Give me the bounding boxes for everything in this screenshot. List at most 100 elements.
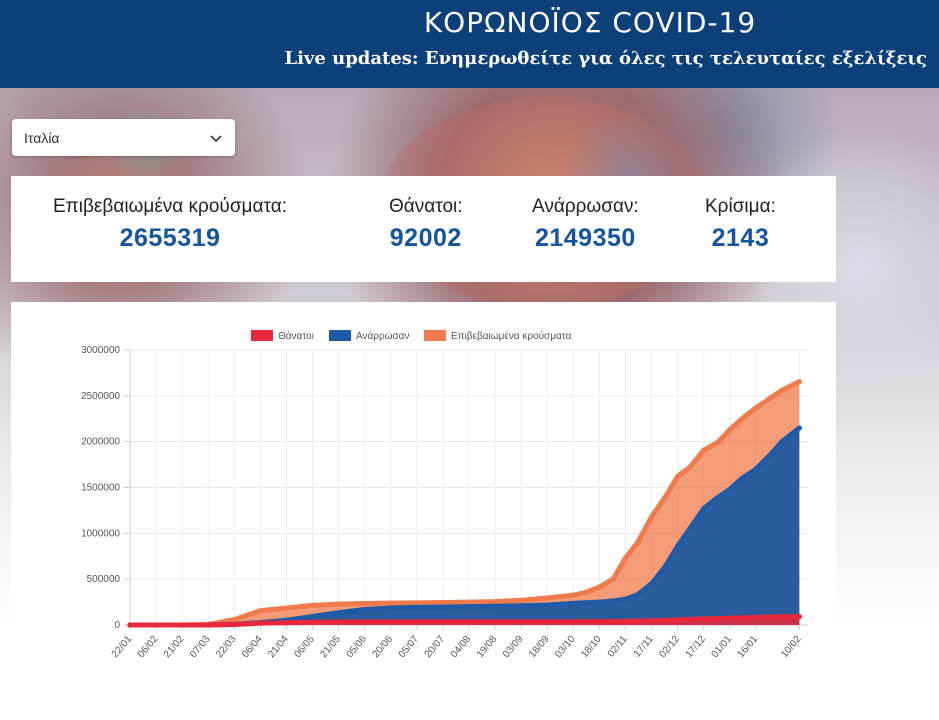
deaths-point: [796, 613, 802, 620]
stat-confirmed: Επιβεβαιωμένα κρούσματα: 2655319: [53, 196, 287, 253]
chart-card: 3000000 2500000 2000000 1500000 1000000 50000…: [11, 302, 836, 720]
recovered-point: [610, 598, 616, 604]
page-title: ΚΟΡΩΝΟΪΟΣ COVID-19: [423, 6, 757, 39]
confirmed-point: [779, 387, 785, 393]
x-tick-label: 19/08: [475, 634, 500, 661]
x-tick-label: 20/07: [423, 634, 448, 661]
x-tick-label: 06/05: [292, 634, 317, 661]
confirmed-point: [753, 405, 759, 411]
x-tick-label: 02/12: [657, 634, 682, 661]
deaths-point: [570, 619, 576, 625]
x-tick-label: 05/07: [397, 634, 422, 661]
chevron-down-icon: [210, 134, 222, 142]
confirmed-point: [687, 464, 693, 470]
x-tick-label: 18/09: [527, 634, 552, 661]
confirmed-point: [518, 597, 524, 603]
deaths-point: [635, 618, 641, 624]
recovered-point: [309, 613, 316, 620]
x-tick-label: 21/05: [318, 634, 343, 661]
deaths-point: [779, 614, 785, 620]
x-tick-label: 06/04: [240, 634, 265, 661]
x-tick-label: 17/12: [683, 634, 708, 661]
x-tick-label: 21/04: [266, 634, 291, 661]
x-tick-label: 22/01: [110, 634, 135, 661]
recovered-point: [362, 606, 368, 613]
x-tick-label: 17/11: [632, 634, 656, 660]
x-tick-label: 22/03: [214, 634, 239, 661]
confirmed-point: [309, 602, 316, 608]
x-tick-label: 04/08: [449, 634, 474, 661]
deaths-point: [582, 619, 589, 625]
confirmed-point: [257, 608, 263, 614]
recovered-point: [544, 602, 550, 608]
recovered-point: [388, 605, 394, 611]
deaths-point: [648, 618, 655, 624]
x-tick-label: 03/10: [553, 634, 578, 661]
deaths-point: [610, 618, 616, 625]
stat-critical-value: 2143: [711, 224, 770, 252]
deaths-point: [492, 619, 498, 625]
confirmed-area: [130, 381, 800, 625]
recovered-point: [466, 604, 472, 610]
confirmed-point: [739, 416, 745, 422]
legend-swatch-confirmed: [424, 330, 446, 341]
deaths-point: [414, 619, 420, 625]
recovered-point: [779, 439, 785, 445]
deaths-point: [231, 621, 237, 628]
deaths-point: [362, 619, 368, 625]
y-tick-label: 1000000: [81, 528, 120, 539]
recovered-point: [687, 526, 693, 532]
deaths-point: [675, 617, 681, 623]
cases-chart: 3000000 2500000 2000000 1500000 1000000 50000…: [81, 330, 808, 661]
x-tick-label: 05/06: [344, 634, 369, 661]
y-tick-label: 2500000: [81, 391, 120, 402]
deaths-point: [662, 617, 669, 624]
legend-label-deaths: Θάνατοι: [278, 330, 314, 342]
y-tick-label: 500000: [87, 574, 121, 585]
deaths-point: [466, 619, 472, 625]
recovered-line: [127, 425, 802, 628]
recovered-point: [582, 600, 589, 606]
recovered-point: [701, 505, 707, 512]
recovered-point: [596, 599, 602, 605]
legend-swatch-deaths: [251, 330, 273, 341]
recovered-point: [675, 543, 681, 549]
x-tick-label: 10/02: [779, 634, 804, 661]
x-tick-label: 06/02: [136, 634, 161, 661]
stat-deaths-label: Θάνατοι:: [389, 196, 463, 217]
deaths-line: [127, 614, 802, 628]
recovered-point: [767, 452, 773, 459]
recovered-point: [715, 494, 721, 501]
recovered-point: [440, 604, 446, 610]
confirmed-point: [283, 605, 290, 611]
deaths-point: [440, 619, 446, 625]
deaths-point: [596, 619, 602, 625]
recovered-point: [492, 603, 498, 609]
confirmed-point: [414, 600, 420, 606]
y-tick-label: 3000000: [81, 345, 120, 356]
confirmed-point: [362, 600, 368, 607]
confirmed-point: [596, 584, 602, 590]
x-tick-label: 07/03: [188, 634, 213, 661]
confirmed-point: [582, 589, 589, 596]
stat-confirmed-label: Επιβεβαιωμένα κρούσματα:: [53, 196, 287, 217]
confirmed-point: [610, 576, 616, 582]
deaths-point: [283, 620, 290, 626]
legend-label-recovered: Ανάρρωσαν: [356, 330, 409, 342]
deaths-point: [127, 622, 133, 628]
confirmed-point: [767, 395, 773, 402]
confirmed-point: [662, 494, 669, 500]
page-subtitle: Live updates: Ενημερωθείτε για όλες τις …: [284, 48, 927, 69]
x-tick-label: 16/01: [736, 634, 761, 661]
deaths-point: [701, 616, 707, 622]
recovered-point: [414, 604, 420, 610]
x-tick-label: 02/11: [606, 634, 630, 660]
confirmed-point: [796, 378, 802, 385]
deaths-point: [715, 615, 721, 622]
confirmed-point: [675, 473, 681, 480]
deaths-point: [687, 616, 693, 623]
country-select[interactable]: Ιταλία: [12, 119, 235, 156]
confirmed-point: [544, 595, 550, 601]
deaths-point: [309, 619, 316, 625]
legend-swatch-recovered: [329, 330, 351, 341]
